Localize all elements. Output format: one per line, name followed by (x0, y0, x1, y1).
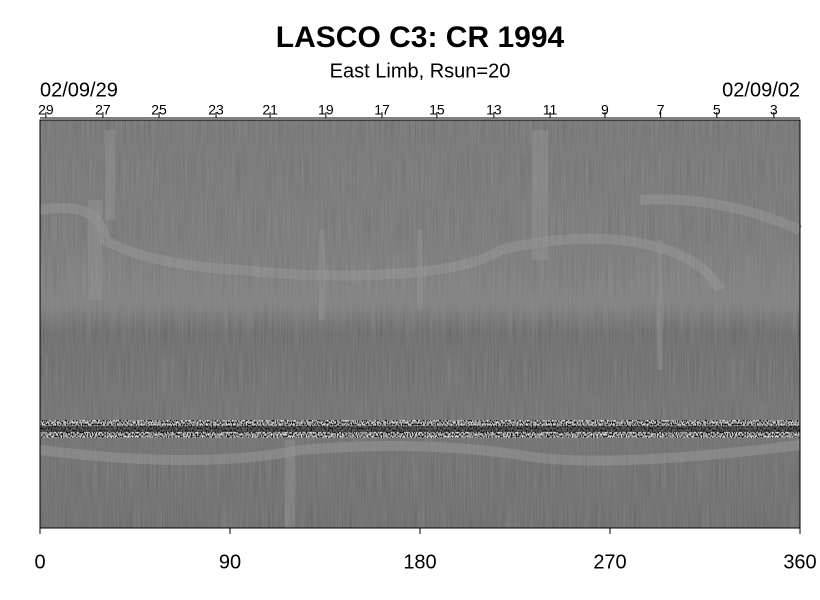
x2-tick-label: 15 (429, 102, 445, 118)
x2-tick-label: 29 (38, 102, 54, 118)
x2-tick-label: 23 (208, 102, 224, 118)
x-tick-label: 360 (783, 551, 816, 573)
end-date: 02/09/02 (722, 79, 800, 101)
synoptic-map (39, 120, 803, 528)
x-tick-label: 0 (34, 551, 45, 573)
x2-tick-label: 21 (262, 102, 278, 118)
x-tick-label: 90 (219, 551, 241, 573)
start-date: 02/09/29 (40, 79, 118, 101)
x-tick-label: 180 (403, 551, 436, 573)
chart-title: LASCO C3: CR 1994 (276, 21, 565, 54)
map-grain (40, 120, 800, 528)
x2-tick-label: 13 (486, 102, 502, 118)
x2-tick-label: 5 (713, 102, 721, 118)
x2-tick-label: 7 (657, 102, 665, 118)
x2-tick-label: 11 (543, 102, 558, 118)
x2-tick-label: 9 (601, 102, 609, 118)
x-tick-label: 270 (593, 551, 626, 573)
x2-tick-label: 25 (151, 102, 167, 118)
occulter-core (40, 426, 800, 432)
chart-subtitle: East Limb, Rsun=20 (330, 60, 511, 82)
x2-tick-label: 3 (770, 102, 778, 118)
x2-tick-label: 17 (374, 102, 390, 118)
x2-tick-label: 27 (95, 102, 111, 118)
x2-tick-label: 19 (318, 102, 334, 118)
